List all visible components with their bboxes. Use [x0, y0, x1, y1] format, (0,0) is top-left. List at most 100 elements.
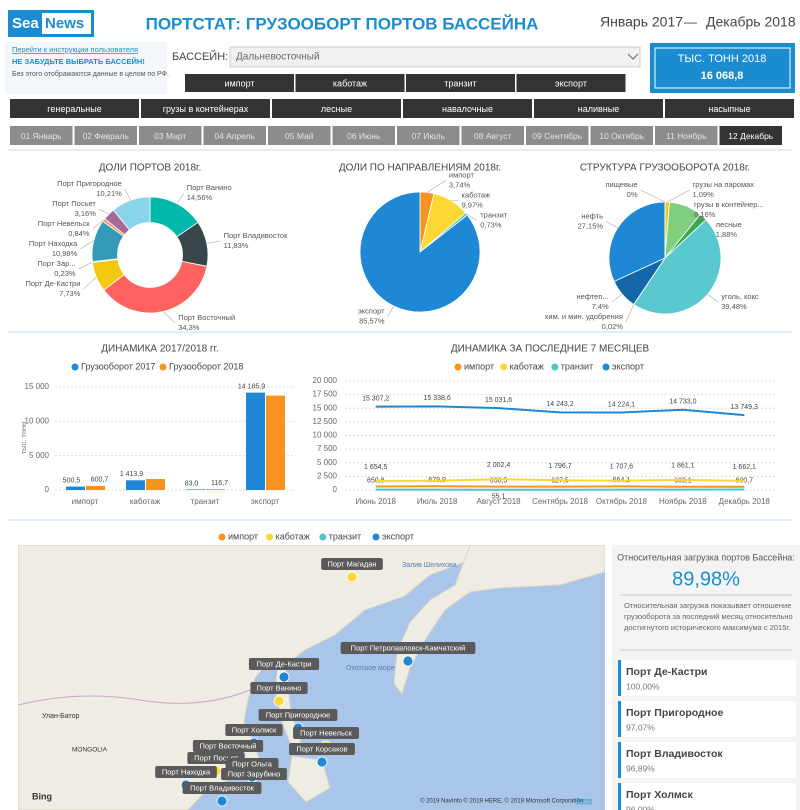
month-button[interactable]: [461, 126, 525, 145]
month-button-label: 04 Апрель: [214, 131, 255, 141]
direction-button[interactable]: [516, 74, 626, 92]
data-label: 1 796,7: [548, 463, 571, 470]
line-series: [375, 478, 745, 482]
cargo-button[interactable]: [10, 99, 139, 118]
map-terms[interactable]: Terms: [576, 799, 592, 805]
data-label: 55,1: [492, 494, 506, 501]
line-series: [375, 405, 745, 417]
load-port-accent: [618, 742, 621, 778]
month-button[interactable]: [719, 126, 783, 145]
month-button[interactable]: [203, 126, 267, 145]
month-button[interactable]: [10, 126, 73, 145]
basin-value: Дальневосточный: [236, 52, 320, 63]
data-label: 630,5: [490, 477, 508, 484]
month-button-label: 01 Январь: [21, 131, 63, 141]
port-label: Порт Владивосток: [190, 783, 255, 792]
month-button-label: 02 Февраль: [83, 131, 130, 141]
basin-label: БАССЕЙН:: [172, 50, 228, 63]
leader-line: [80, 240, 94, 250]
port-marker[interactable]: [273, 695, 285, 707]
map-place: Улан-Батор: [42, 713, 80, 720]
port-label: Порт Корсаков: [296, 744, 347, 753]
port-label-bg[interactable]: [155, 766, 217, 778]
month-button[interactable]: [268, 126, 331, 145]
leader-line: [640, 189, 666, 203]
port-label-bg[interactable]: [258, 709, 338, 721]
load-port-value: 96,89%: [626, 763, 655, 773]
port-label: Порт Восточный: [200, 741, 257, 750]
cargo-button[interactable]: [403, 99, 532, 118]
pie-value-label: 0,23%: [54, 269, 76, 278]
logo-inner: [42, 13, 91, 34]
cargo-button[interactable]: [141, 99, 270, 118]
port-label-bg[interactable]: [225, 758, 279, 770]
month-button[interactable]: [139, 126, 202, 145]
month-button-label: 12 Декабрь: [728, 131, 774, 141]
port-label-bg[interactable]: [192, 740, 264, 752]
port-marker[interactable]: [278, 671, 290, 683]
port-marker[interactable]: [402, 655, 414, 667]
cargo-button[interactable]: [665, 99, 794, 118]
port-label: Порт Пригородное: [266, 710, 331, 719]
data-label: 14 185,9: [238, 383, 265, 390]
pie-value-label: 10,98%: [52, 249, 78, 258]
port-label-bg[interactable]: [289, 743, 355, 755]
port-label-bg[interactable]: [250, 682, 308, 694]
port-label-bg[interactable]: [248, 658, 320, 670]
month-button[interactable]: [526, 126, 589, 145]
port-marker[interactable]: [346, 571, 358, 583]
load-port-card: [618, 742, 796, 778]
load-port-card: [618, 783, 796, 810]
port-label-bg[interactable]: [321, 558, 383, 570]
port-marker[interactable]: [216, 795, 228, 807]
port-label: Порт Зарубино: [228, 769, 281, 778]
month-button[interactable]: [74, 126, 138, 145]
month-button[interactable]: [590, 126, 654, 145]
cargo-button[interactable]: [534, 99, 663, 118]
instruction-box: [5, 42, 167, 94]
cargo-button[interactable]: [272, 99, 401, 118]
direction-button[interactable]: [406, 74, 515, 92]
port-label-bg[interactable]: [221, 768, 287, 780]
port-marker[interactable]: [316, 756, 328, 768]
leader-line: [702, 216, 714, 231]
map-legend-label: транзит: [329, 531, 361, 541]
x-tick-label: Ноябрь 2018: [659, 497, 707, 506]
month-button[interactable]: [332, 126, 396, 145]
pie-label: пищевые: [605, 180, 637, 189]
port-label: Порт Магадан: [327, 559, 376, 568]
instruction-link[interactable]: Перейти к инструкции пользователя: [12, 45, 138, 54]
pie-value-label: 14,56%: [187, 193, 213, 202]
cargo-button-label: навалочные: [442, 104, 493, 114]
data-label: 500,5: [63, 477, 81, 484]
port-label-bg[interactable]: [182, 782, 262, 794]
port-label-bg[interactable]: [225, 724, 283, 736]
leader-line: [625, 304, 635, 323]
pie-value-label: 11,83%: [224, 241, 249, 250]
date-to: Декабрь 2018: [706, 14, 796, 30]
pie-value-label: 27,15%: [578, 221, 604, 230]
pie-label: грузы на паромах: [693, 180, 755, 189]
month-button[interactable]: [655, 126, 718, 145]
basin-dropdown[interactable]: [229, 46, 641, 68]
data-label: 1 861,1: [671, 463, 694, 470]
pie-label: грузы в контейнер...: [694, 200, 764, 209]
port-label-bg[interactable]: [293, 727, 359, 739]
load-description: Относительная загрузка показывает отноше…: [624, 601, 793, 632]
direction-button[interactable]: [295, 74, 405, 92]
direction-button-label: каботаж: [333, 78, 367, 88]
month-button-label: 11 Ноябрь: [666, 131, 707, 141]
x-tick-label: Июнь 2018: [356, 497, 397, 506]
port-label: Порт Холмск: [232, 725, 277, 734]
month-button[interactable]: [397, 126, 460, 145]
port-label-bg[interactable]: [340, 642, 476, 654]
logo-left: Sea: [12, 15, 39, 32]
load-port-name: Порт Холмск: [626, 789, 693, 801]
direction-button[interactable]: [185, 74, 294, 92]
logo-right: News: [45, 15, 84, 32]
bar: [246, 392, 265, 490]
leader-line: [83, 276, 97, 290]
legend-dot: [602, 363, 610, 371]
pie-label: Порт Пригородное: [57, 179, 122, 188]
cargo-button-label: наливные: [578, 104, 619, 114]
